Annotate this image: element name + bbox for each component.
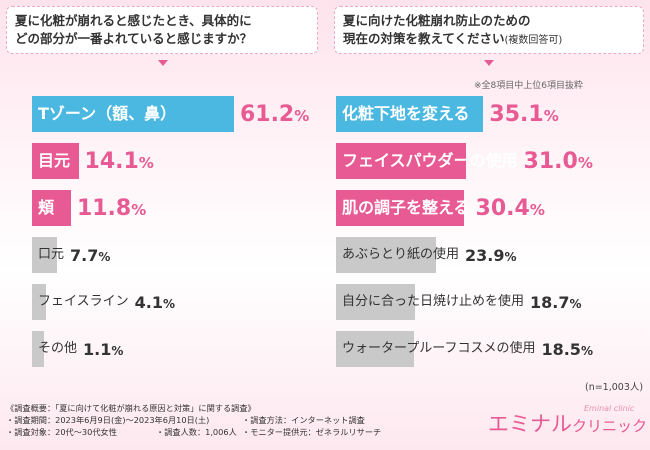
- bar-left-3: [32, 190, 71, 226]
- bar-right-3: [336, 190, 464, 226]
- bar-value-right-4: 23.9%: [465, 246, 517, 265]
- survey-title: 《調査概要：「夏に向けて化粧が崩れる原因と対策」に関する調査》: [6, 403, 256, 413]
- subset-note: ※全8項目中上位6項目抜粋: [474, 81, 583, 91]
- bar-right-2: [336, 143, 467, 179]
- bar-value-left-4: 7.7%: [70, 246, 111, 265]
- bar-value-right-2: 31.0%: [523, 149, 593, 174]
- left-question-line-1: 夏に化粧が崩れると感じたとき、具体的に: [15, 13, 252, 28]
- bar-left-6: [32, 331, 44, 367]
- bar-label-right-5: 自分に合った日焼け止めを使用: [342, 294, 525, 309]
- bar-label-left-6: その他: [38, 341, 78, 356]
- left-question-box: 夏に化粧が崩れると感じたとき、具体的に どの部分が一番よれていると感じますか？: [6, 6, 318, 54]
- bar-right-5: [336, 284, 415, 320]
- bar-label-right-6: ウォータープルーフコスメの使用: [342, 341, 536, 356]
- right-question-note: (複数回答可): [504, 35, 563, 46]
- left-question-line-2: どの部分が一番よれていると感じますか？: [15, 31, 253, 46]
- bar-right-4: [336, 237, 437, 273]
- left-pin-icon: [158, 60, 168, 66]
- logo-en: Eminal clinic: [584, 404, 635, 413]
- bar-value-left-2: 14.1%: [84, 149, 154, 174]
- bar-label-right-2: フェイスパウダーの使用: [342, 151, 518, 170]
- bar-label-left-5: フェイスライン: [38, 294, 129, 309]
- bar-value-right-5: 18.7%: [530, 293, 582, 312]
- survey-target: ・調査対象：20代～30代女性: [6, 427, 117, 437]
- right-question-line-2: 現在の対策を教えてください: [343, 31, 505, 46]
- bar-value-left-3: 11.8%: [76, 196, 147, 221]
- bar-value-left-1: 61.2%: [239, 102, 310, 127]
- bar-label-right-3: 肌の調子を整える: [342, 198, 470, 217]
- bar-value-right-1: 35.1%: [489, 102, 559, 127]
- bar-label-right-4: あぶらとり紙の使用: [342, 247, 460, 262]
- bar-value-right-6: 18.5%: [541, 340, 593, 359]
- survey-people: ・調査人数：1,006人: [156, 427, 237, 437]
- bar-left-1: [32, 96, 234, 132]
- right-question-line-1: 夏に向けた化粧崩れ防止のための: [343, 13, 531, 28]
- bar-label-left-1: Tゾーン（額、鼻）: [38, 104, 177, 123]
- survey-provider: ・モニター提供元：ゼネラルリサーチ: [242, 427, 382, 437]
- clinic-logo: エミナルクリニック Eminal clinic: [488, 404, 648, 438]
- bar-label-left-2: 目元: [38, 151, 71, 170]
- bar-left-5: [32, 284, 46, 320]
- bar-right-6: [336, 331, 414, 367]
- bar-right-1: [336, 96, 484, 132]
- right-pin-icon: [484, 60, 494, 66]
- survey-summary: 《調査概要：「夏に向けて化粧が崩れる原因と対策」に関する調査》 ・調査期間：20…: [6, 402, 381, 438]
- bar-left-2: [32, 143, 79, 179]
- right-question-box: 夏に向けた化粧崩れ防止のための 現在の対策を教えてください(複数回答可): [334, 6, 644, 54]
- bar-label-right-1: 化粧下地を変える: [342, 104, 470, 123]
- bar-value-right-3: 30.4%: [475, 196, 545, 221]
- survey-method: ・調査方法：インターネット調査: [242, 415, 365, 425]
- bar-left-4: [32, 237, 58, 273]
- survey-period: ・調査期間：2023年6月9日(金)～2023年6月10日(土): [6, 415, 210, 425]
- bar-label-left-4: 口元: [38, 247, 65, 262]
- logo-main: エミナル: [488, 412, 572, 436]
- logo-sub: クリニック: [572, 417, 648, 435]
- bar-label-left-3: 頬: [38, 198, 55, 217]
- bar-value-left-5: 4.1%: [134, 293, 175, 312]
- sample-size-note: (n=1,003人): [585, 382, 644, 393]
- bar-value-left-6: 1.1%: [83, 340, 124, 359]
